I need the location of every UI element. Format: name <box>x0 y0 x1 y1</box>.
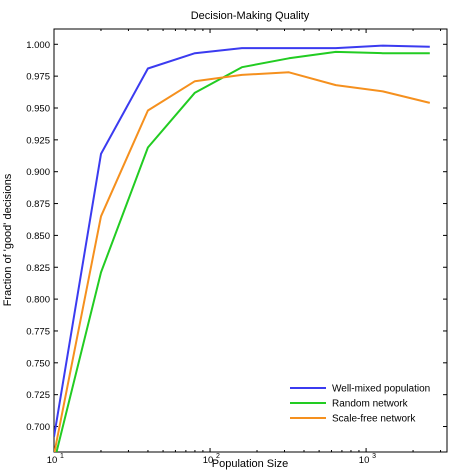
series-line-2 <box>55 50 430 452</box>
legend-label: Scale-free network <box>332 414 416 425</box>
chart-title: Decision-Making Quality <box>191 10 310 22</box>
y-tick-label: 0.875 <box>26 199 50 210</box>
y-tick-label: 0.700 <box>26 422 50 433</box>
x-axis-label: Population Size <box>212 458 288 470</box>
x-tick-exponent: 1 <box>60 453 64 460</box>
x-tick-label: 10 <box>203 455 214 466</box>
y-axis: 0.700 0.725 0.750 0.775 0.800 0.825 0.850 0.875… <box>26 40 447 433</box>
y-tick-label: 0.950 <box>26 103 50 114</box>
y-tick-label: 0.850 <box>26 231 50 242</box>
legend: Well-mixed population Random network Scale… <box>285 379 443 430</box>
y-tick-label: 0.725 <box>26 390 50 401</box>
y-tick-label: 0.750 <box>26 358 50 369</box>
series-line-1 <box>54 44 430 437</box>
series-layer <box>54 44 431 452</box>
plot-frame <box>53 28 448 453</box>
legend-label: Well-mixed population <box>332 384 430 395</box>
y-tick-label: 0.975 <box>26 72 50 83</box>
legend-label: Random network <box>332 399 409 410</box>
y-tick-label: 0.925 <box>26 135 50 146</box>
y-tick-label: 0.775 <box>26 326 50 337</box>
y-tick-label: 0.900 <box>26 167 50 178</box>
y-axis-label: Fraction of 'good' decisions <box>2 173 14 306</box>
x-tick-label: 10 <box>47 455 58 466</box>
series-line-3 <box>54 71 431 452</box>
x-tick-label: 10 <box>359 455 370 466</box>
x-tick-exponent: 3 <box>372 453 376 460</box>
y-tick-label: 0.800 <box>26 295 50 306</box>
x-tick-exponent: 2 <box>216 453 220 460</box>
y-tick-label: 0.825 <box>26 263 50 274</box>
x-axis: 10 1 10 2 10 3 <box>47 29 442 466</box>
y-tick-label: 1.000 <box>26 40 50 51</box>
